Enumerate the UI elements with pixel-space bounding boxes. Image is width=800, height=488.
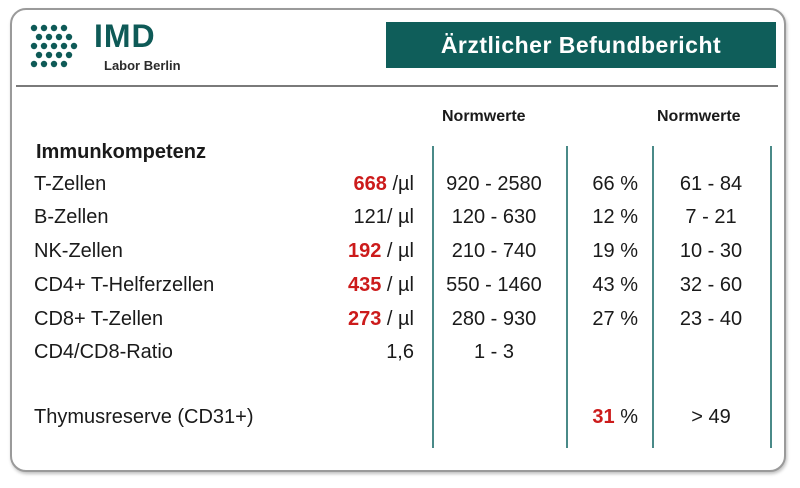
row-percent-reference-range: 10 - 30: [679, 240, 743, 262]
row-label: Thymusreserve (CD31+): [34, 406, 254, 428]
row-value: 192 / µl: [348, 240, 414, 263]
percent-unit: %: [614, 308, 638, 330]
row-value: 668 /µl: [354, 173, 414, 196]
percent-unit: %: [614, 406, 638, 428]
row-value: 121/ µl: [354, 206, 414, 229]
value-number: 273: [347, 308, 382, 330]
row-value: 273 / µl: [348, 308, 414, 331]
value-number: 192: [347, 240, 382, 262]
percent-number: 12: [592, 206, 615, 228]
row-percent: 66 %: [592, 173, 638, 196]
percent-unit: %: [614, 206, 638, 228]
value-number: 668: [353, 173, 387, 195]
row-reference-range: 120 - 630: [451, 206, 537, 228]
row-label: CD8+ T-Zellen: [34, 308, 164, 330]
row-percent-reference-range: 32 - 60: [679, 274, 743, 296]
row-reference-range: 1 - 3: [473, 341, 515, 363]
normwerte-header-absolute: Normwerte: [442, 108, 526, 125]
table-row: Thymusreserve (CD31+) 31 % > 49: [0, 406, 800, 438]
row-label: NK-Zellen: [34, 240, 123, 262]
value-unit: / µl: [381, 240, 414, 262]
value-unit: / µl: [381, 274, 414, 296]
row-percent-reference-range: 7 - 21: [685, 206, 737, 228]
percent-unit: %: [614, 173, 638, 195]
column-divider: [770, 146, 772, 448]
imd-logo: IMD Labor Berlin: [28, 18, 218, 78]
percent-number: 19: [592, 240, 615, 262]
section-title: Immunkompetenz: [36, 141, 207, 163]
row-percent: 43 %: [592, 274, 638, 297]
value-unit: / µl: [386, 206, 414, 228]
row-reference-range: 280 - 930: [451, 308, 537, 330]
row-reference-range: 920 - 2580: [446, 173, 542, 195]
logo-dots-icon: [30, 24, 78, 68]
logo-subtitle: Labor Berlin: [104, 58, 181, 73]
row-value: 1,6: [386, 341, 414, 364]
table-row: NK-Zellen 192 / µl 210 - 740 19 % 10 - 30: [0, 240, 800, 272]
row-value: 435 / µl: [348, 274, 414, 297]
row-percent-reference-range: 61 - 84: [679, 173, 743, 195]
value-unit: / µl: [381, 308, 414, 330]
row-label: B-Zellen: [34, 206, 109, 228]
table-row: CD8+ T-Zellen 273 / µl 280 - 930 27 % 23 - 4…: [0, 308, 800, 340]
table-row: B-Zellen 121/ µl 120 - 630 12 % 7 - 21: [0, 206, 800, 238]
value-number: 121: [353, 206, 387, 228]
row-reference-range: 550 - 1460: [446, 274, 542, 296]
row-percent-reference-range: > 49: [691, 406, 731, 428]
value-number: 435: [347, 274, 382, 296]
percent-number: 31: [592, 406, 615, 428]
value-number: 1,6: [386, 341, 414, 363]
row-percent: 31 %: [592, 406, 638, 429]
row-percent: 19 %: [592, 240, 638, 263]
value-unit: /µl: [386, 173, 414, 195]
column-divider: [652, 146, 654, 448]
column-divider: [566, 146, 568, 448]
table-row: CD4/CD8-Ratio 1,6 1 - 3: [0, 341, 800, 373]
row-percent: 27 %: [592, 308, 638, 331]
row-label: CD4/CD8-Ratio: [34, 341, 173, 363]
row-percent: 12 %: [592, 206, 638, 229]
row-label: CD4+ T-Helferzellen: [34, 274, 215, 296]
row-reference-range: 210 - 740: [451, 240, 537, 262]
percent-number: 66: [592, 173, 615, 195]
percent-unit: %: [614, 240, 638, 262]
table-row: T-Zellen 668 /µl 920 - 2580 66 % 61 - 84: [0, 173, 800, 205]
percent-number: 27: [592, 308, 615, 330]
column-divider: [432, 146, 434, 448]
percent-unit: %: [614, 274, 638, 296]
report-title-banner: Ärztlicher Befundbericht: [386, 22, 776, 68]
normwerte-header-percent: Normwerte: [657, 108, 741, 125]
header-divider: [16, 85, 778, 87]
row-label: T-Zellen: [34, 173, 107, 195]
logo-name: IMD: [94, 18, 156, 54]
percent-number: 43: [592, 274, 615, 296]
row-percent-reference-range: 23 - 40: [679, 308, 743, 330]
table-row: CD4+ T-Helferzellen 435 / µl 550 - 1460 43 …: [0, 274, 800, 306]
